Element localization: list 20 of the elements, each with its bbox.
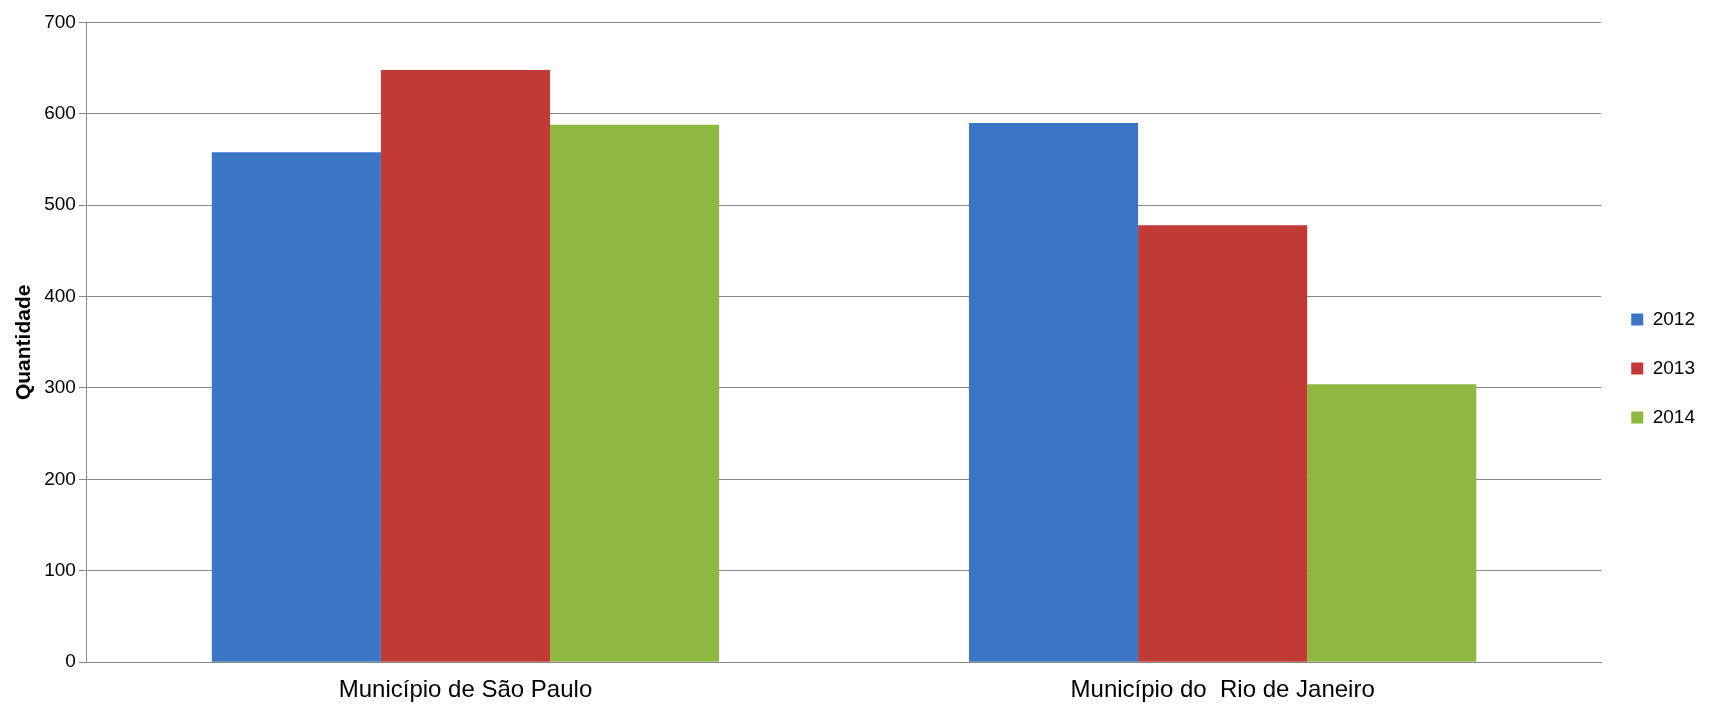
bar: [969, 122, 1139, 662]
y-tick-label: 0: [65, 650, 76, 672]
bar: [550, 124, 720, 662]
bar: [380, 69, 551, 662]
y-axis-title: Quantidade: [11, 284, 35, 401]
y-tick-label: 700: [44, 10, 76, 32]
legend-label: 2013: [1652, 356, 1696, 378]
y-tick-label: 400: [44, 284, 76, 306]
y-tick-label: 500: [44, 193, 76, 215]
y-tick-label: 300: [44, 376, 76, 398]
y-tick-label: 200: [44, 467, 76, 489]
y-tick-label: 600: [44, 102, 76, 124]
bar: [211, 152, 381, 662]
x-tick-label: Município do Rio de Janeiro: [1070, 675, 1375, 703]
bar: [1138, 225, 1308, 662]
bar: [1307, 384, 1477, 662]
x-tick-label: Município de São Paulo: [338, 675, 593, 703]
legend-label: 2014: [1652, 405, 1696, 427]
legend-label: 2012: [1652, 307, 1696, 329]
y-tick-label: 100: [44, 559, 76, 581]
